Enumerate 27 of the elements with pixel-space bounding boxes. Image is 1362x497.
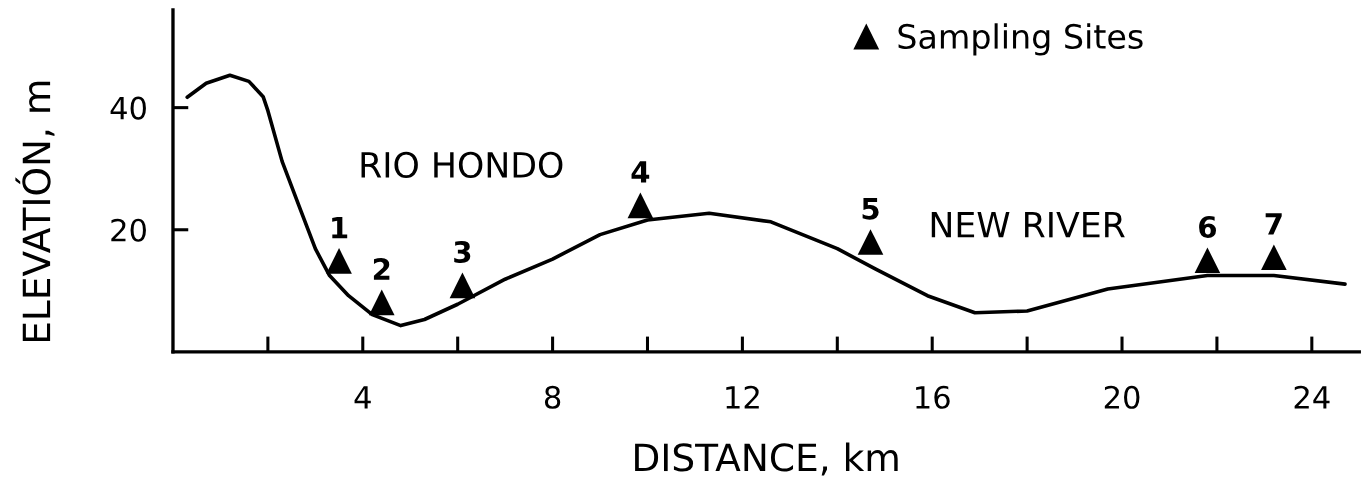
- x-tick-label: 20: [1104, 385, 1140, 409]
- x-tick-label: 16: [916, 385, 950, 409]
- x-axis-title: DISTANCE, km: [635, 442, 898, 476]
- annotation: NEW RIVER: [931, 212, 1125, 238]
- annotation: 1: [332, 216, 348, 239]
- x-tick-label: 4: [354, 386, 371, 409]
- y-tick-label: 40: [110, 96, 146, 120]
- annotation: 7: [1265, 213, 1282, 235]
- annotation: 6: [1199, 215, 1217, 238]
- point: [326, 248, 352, 274]
- point: [368, 289, 395, 316]
- x-tick-label: 12: [726, 385, 759, 409]
- annotation: RIO HONDO: [361, 151, 563, 178]
- x-tick-label: 24: [1294, 385, 1330, 409]
- legend-label: Sampling Sites: [898, 23, 1143, 56]
- point: [1261, 244, 1287, 271]
- annotation: 4: [631, 161, 650, 183]
- annotation: 2: [373, 258, 390, 280]
- annotation: 5: [862, 197, 879, 220]
- line-series: [185, 73, 1347, 328]
- annotation: 3: [454, 240, 471, 263]
- point: [449, 272, 476, 299]
- point: [1194, 247, 1221, 274]
- y-axis-title: ELEVATIÓN, m: [15, 81, 55, 342]
- x-tick-label: 8: [544, 385, 561, 409]
- point: [627, 192, 654, 219]
- point: [857, 229, 884, 255]
